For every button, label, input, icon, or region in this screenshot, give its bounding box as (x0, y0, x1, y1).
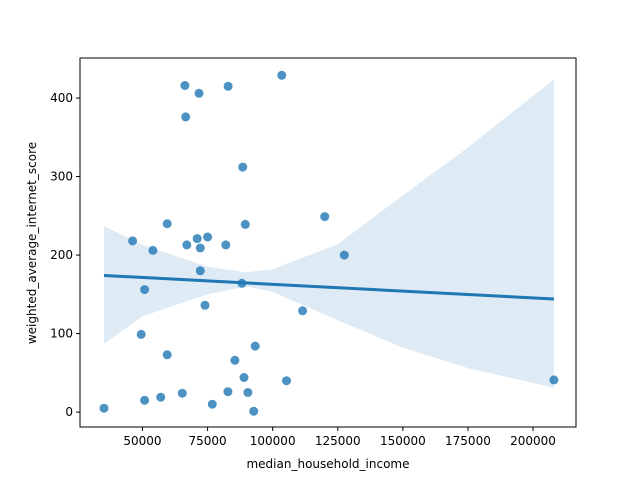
y-tick-label: 300 (50, 170, 73, 184)
scatter-point (99, 403, 109, 413)
y-tick-label: 100 (50, 327, 73, 341)
scatter-point (195, 266, 205, 276)
y-tick-label: 200 (50, 248, 73, 262)
scatter-point (181, 112, 191, 122)
y-tick-label: 400 (50, 91, 73, 105)
scatter-point (203, 232, 213, 242)
scatter-point (249, 406, 259, 416)
scatter-point (223, 81, 233, 91)
scatter-point (320, 212, 330, 222)
x-tick-label: 100000 (250, 434, 296, 448)
scatter-point (223, 387, 233, 397)
x-tick-label: 50000 (123, 434, 161, 448)
scatter-point (136, 329, 146, 339)
scatter-point (243, 388, 253, 397)
confidence-band (104, 79, 554, 388)
scatter-point (200, 300, 210, 310)
scatter-point (298, 306, 308, 316)
scatter-point (240, 219, 250, 229)
scatter-point (239, 373, 249, 382)
scatter-point (182, 240, 192, 250)
scatter-point (148, 245, 158, 255)
x-axis-label: median_household_income (246, 457, 409, 471)
scatter-point (162, 350, 172, 360)
scatter-point (195, 243, 205, 253)
scatter-point (549, 375, 559, 385)
scatter-point (156, 392, 166, 402)
scatter-point (128, 236, 138, 246)
scatter-point (177, 388, 187, 398)
scatter-point (277, 70, 287, 80)
x-tick-label: 125000 (315, 434, 361, 448)
y-tick-label: 0 (65, 405, 73, 419)
scatter-point (180, 81, 190, 90)
regression-line (103, 273, 554, 301)
x-tick-label: 75000 (188, 434, 226, 448)
scatter-point (194, 88, 204, 98)
y-axis-label: weighted_average_internet_score (25, 142, 39, 344)
x-tick-label: 175000 (445, 434, 491, 448)
scatter-point (230, 355, 240, 365)
plot-area: 50000 75000 100000 125000 150000 175000 200000… (50, 57, 577, 448)
scatter-point (140, 285, 150, 295)
x-tick-label: 200000 (510, 434, 556, 448)
scatter-point (250, 341, 260, 351)
scatter-point (238, 162, 248, 172)
scatter-point (162, 219, 172, 229)
x-tick-label: 150000 (380, 434, 426, 448)
scatter-point (207, 399, 217, 409)
scatter-point (282, 376, 291, 386)
scatter-point (221, 240, 231, 250)
scatter-point (140, 395, 150, 405)
scatter-point (192, 234, 202, 244)
axes-frame (79, 57, 577, 428)
scatter-point (339, 250, 349, 260)
